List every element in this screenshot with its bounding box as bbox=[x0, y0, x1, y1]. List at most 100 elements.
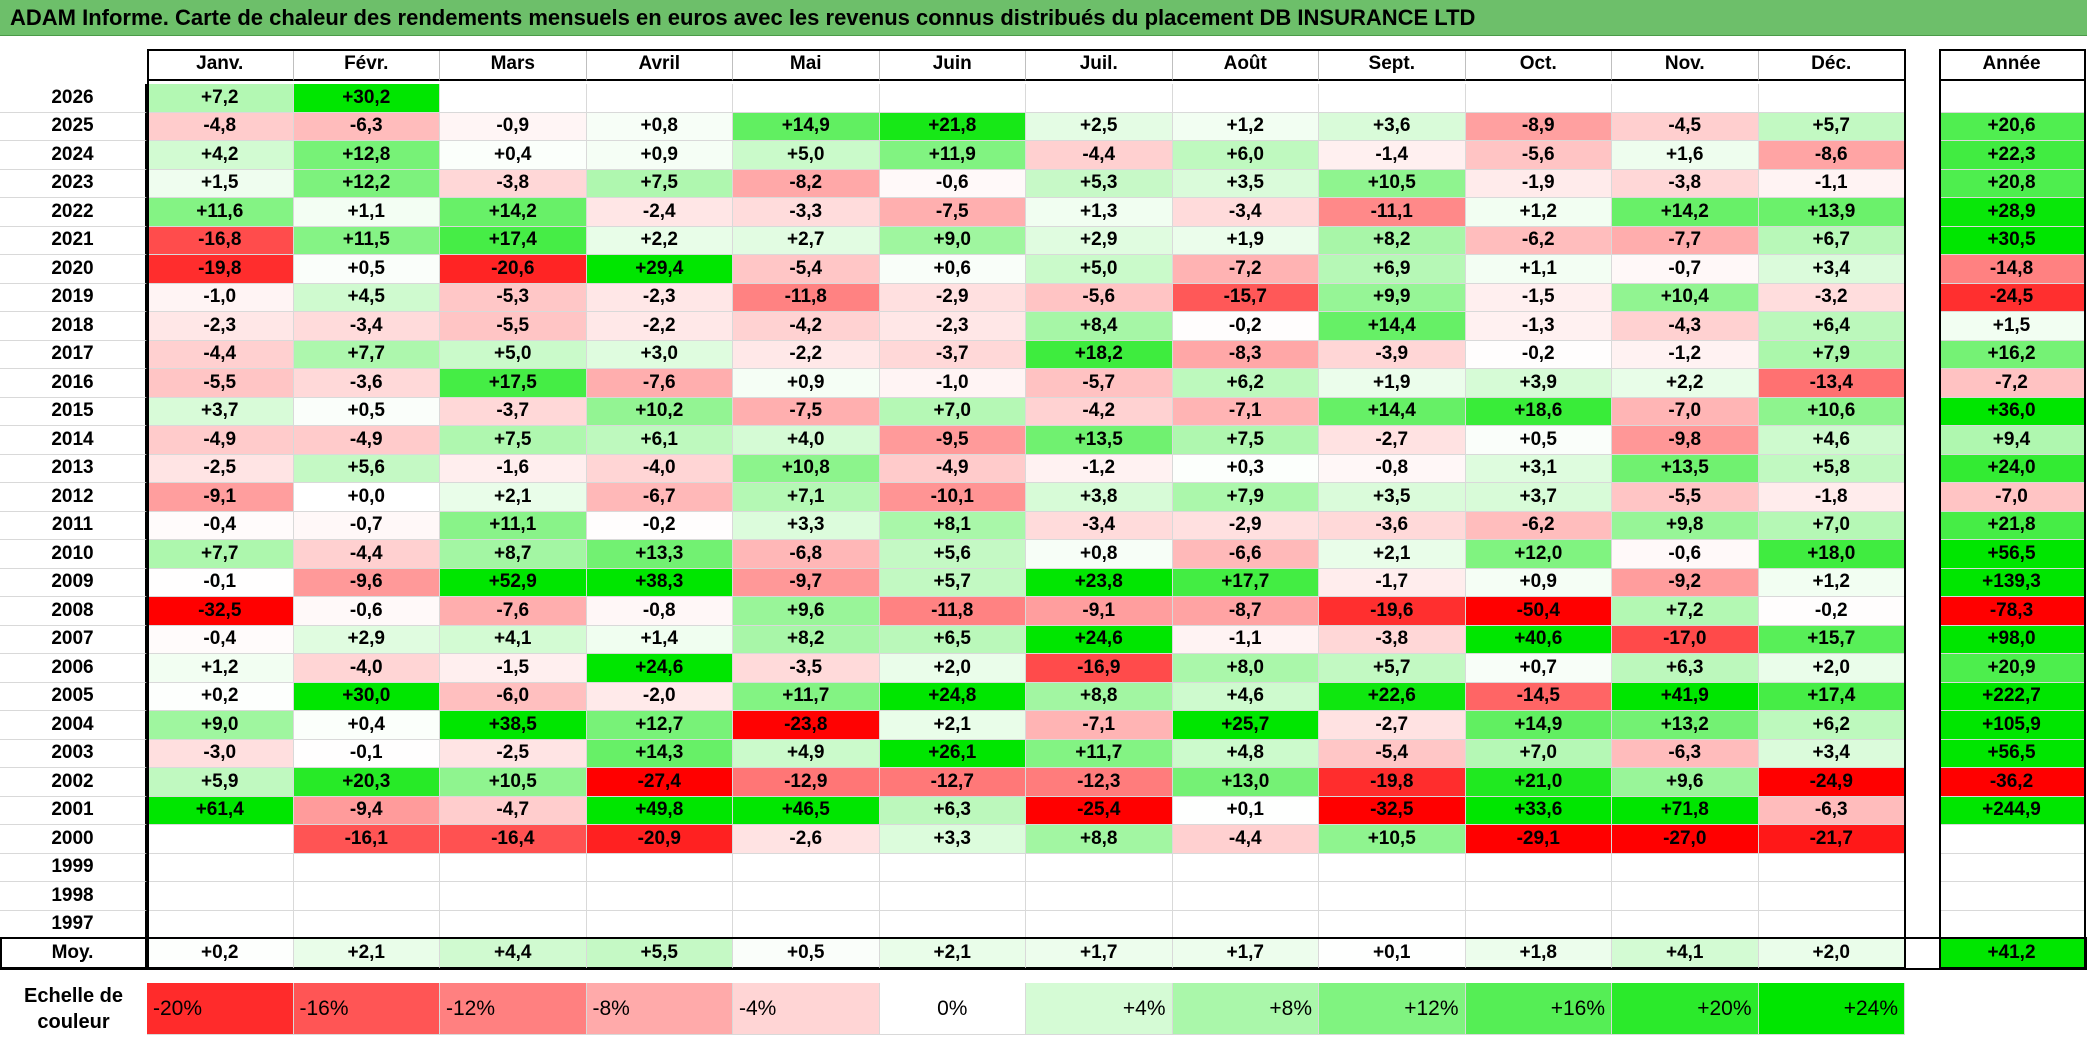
heatmap-cell bbox=[1026, 853, 1173, 882]
heatmap-cell: -5,6 bbox=[1026, 283, 1173, 312]
heatmap-cell: -0,8 bbox=[586, 597, 733, 626]
heatmap-cell: +0,3 bbox=[1172, 454, 1319, 483]
heatmap-cell: -0,7 bbox=[1612, 255, 1759, 284]
annual-cell bbox=[1939, 882, 2085, 911]
heatmap-cell: -2,7 bbox=[1319, 711, 1466, 740]
year-label: 2006 bbox=[0, 654, 147, 683]
heatmap-cell: +0,8 bbox=[1026, 540, 1173, 569]
heatmap-cell: +11,1 bbox=[440, 511, 587, 540]
year-label: 2008 bbox=[0, 597, 147, 626]
heatmap-cell: -2,7 bbox=[1319, 426, 1466, 455]
month-header: Déc. bbox=[1758, 49, 1905, 81]
heatmap-cell: -5,6 bbox=[1465, 141, 1612, 170]
year-label: 2021 bbox=[0, 226, 147, 255]
heatmap-cell bbox=[1612, 84, 1759, 113]
heatmap-cell: -20,9 bbox=[586, 825, 733, 854]
year-label: 2013 bbox=[0, 454, 147, 483]
color-scale-stop-label: -4% bbox=[739, 996, 777, 1020]
heatmap-cell: +1,4 bbox=[586, 625, 733, 654]
heatmap-cell: +6,2 bbox=[1172, 369, 1319, 398]
heatmap-cell bbox=[293, 853, 440, 882]
heatmap-cell bbox=[1319, 853, 1466, 882]
heatmap-cell bbox=[1758, 84, 1905, 113]
heatmap-cell: -16,4 bbox=[440, 825, 587, 854]
color-scale-swatch: -12% bbox=[440, 983, 587, 1035]
heatmap-cell: -4,3 bbox=[1612, 312, 1759, 341]
heatmap-cell: -11,1 bbox=[1319, 198, 1466, 227]
heatmap-cell: +4,0 bbox=[733, 426, 880, 455]
heatmap-cell: +17,7 bbox=[1172, 568, 1319, 597]
annual-cell: +20,9 bbox=[1939, 654, 2085, 683]
heatmap-cell: -5,5 bbox=[147, 369, 294, 398]
heatmap-cell: +61,4 bbox=[147, 796, 294, 825]
heatmap-cell: -2,5 bbox=[440, 739, 587, 768]
color-scale-label: Echelle de couleur bbox=[24, 985, 123, 1033]
month-header: Mai bbox=[733, 49, 880, 81]
heatmap-cell: +9,6 bbox=[1612, 768, 1759, 797]
heatmap-cell bbox=[1319, 910, 1466, 939]
heatmap-cell: -16,1 bbox=[293, 825, 440, 854]
year-label: 2001 bbox=[0, 796, 147, 825]
annual-cell: +9,4 bbox=[1939, 426, 2085, 455]
annual-cell: +98,0 bbox=[1939, 625, 2085, 654]
heatmap-cell: +25,7 bbox=[1172, 711, 1319, 740]
heatmap-cell bbox=[1172, 84, 1319, 113]
heatmap-cell: +24,6 bbox=[1026, 625, 1173, 654]
heatmap-cell: -3,4 bbox=[293, 312, 440, 341]
heatmap-cell: +5,0 bbox=[1026, 255, 1173, 284]
heatmap-cell bbox=[879, 853, 1026, 882]
color-scale-swatch: +16% bbox=[1465, 983, 1612, 1035]
heatmap-cell: +5,3 bbox=[1026, 169, 1173, 198]
heatmap-cell: -1,6 bbox=[440, 454, 587, 483]
annual-cell: +244,9 bbox=[1939, 796, 2085, 825]
heatmap-cell: -0,2 bbox=[1758, 597, 1905, 626]
heatmap-cell: +7,2 bbox=[1612, 597, 1759, 626]
heatmap-cell: +1,2 bbox=[1758, 568, 1905, 597]
heatmap-cell: +0,4 bbox=[440, 141, 587, 170]
heatmap-cell: -12,3 bbox=[1026, 768, 1173, 797]
heatmap-cell: +11,6 bbox=[147, 198, 294, 227]
heatmap-cell: -3,9 bbox=[1319, 340, 1466, 369]
heatmap-cell: +4,5 bbox=[293, 283, 440, 312]
heatmap-cell: +23,8 bbox=[1026, 568, 1173, 597]
heatmap-cell: +9,8 bbox=[1612, 511, 1759, 540]
heatmap-cell: +10,5 bbox=[440, 768, 587, 797]
heatmap-cell: -7,5 bbox=[733, 397, 880, 426]
year-label: 2026 bbox=[0, 84, 147, 113]
heatmap-cell: -1,4 bbox=[1319, 141, 1466, 170]
heatmap-cell: +15,7 bbox=[1758, 625, 1905, 654]
heatmap-cell: +2,9 bbox=[293, 625, 440, 654]
heatmap-cell: -23,8 bbox=[733, 711, 880, 740]
heatmap-cell: +12,2 bbox=[293, 169, 440, 198]
year-label: 2014 bbox=[0, 426, 147, 455]
heatmap-cell: -9,8 bbox=[1612, 426, 1759, 455]
heatmap-cell: -7,0 bbox=[1612, 397, 1759, 426]
heatmap-cell: +10,5 bbox=[1319, 169, 1466, 198]
heatmap-cell bbox=[1319, 84, 1466, 113]
heatmap-cell: +7,7 bbox=[147, 540, 294, 569]
heatmap-cell: +7,5 bbox=[440, 426, 587, 455]
heatmap-cell: +49,8 bbox=[586, 796, 733, 825]
heatmap-cell: -3,6 bbox=[1319, 511, 1466, 540]
year-label: 2009 bbox=[0, 568, 147, 597]
average-cell: +5,5 bbox=[586, 937, 733, 969]
heatmap-cell: +5,0 bbox=[440, 340, 587, 369]
heatmap-cell: -3,6 bbox=[293, 369, 440, 398]
heatmap-cell: +8,4 bbox=[1026, 312, 1173, 341]
heatmap-cell: -21,7 bbox=[1758, 825, 1905, 854]
month-header: Juil. bbox=[1026, 49, 1173, 81]
color-scale-stop-label: +4% bbox=[1122, 996, 1166, 1020]
heatmap-cell: +6,3 bbox=[879, 796, 1026, 825]
heatmap-cell: +0,1 bbox=[1172, 796, 1319, 825]
heatmap-cell: +3,6 bbox=[1319, 112, 1466, 141]
heatmap-cell bbox=[586, 882, 733, 911]
annual-cell: -36,2 bbox=[1939, 768, 2085, 797]
heatmap-cell: +1,1 bbox=[293, 198, 440, 227]
heatmap-cell: +7,0 bbox=[1465, 739, 1612, 768]
annual-cell: +105,9 bbox=[1939, 711, 2085, 740]
annual-cell: -24,5 bbox=[1939, 283, 2085, 312]
heatmap-cell: +1,9 bbox=[1319, 369, 1466, 398]
heatmap-cell: +2,1 bbox=[879, 711, 1026, 740]
heatmap-cell: -4,8 bbox=[147, 112, 294, 141]
heatmap-cell: -9,2 bbox=[1612, 568, 1759, 597]
